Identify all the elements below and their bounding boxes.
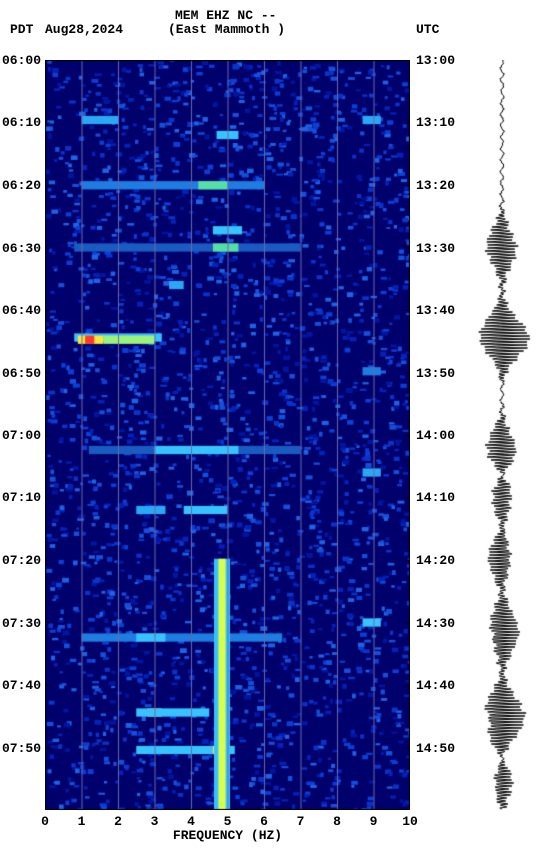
seismogram-canvas [468,60,536,810]
xtick: 9 [370,814,378,829]
tz-left-label: PDT [10,22,33,37]
ytick-left: 07:40 [1,678,41,693]
xtick: 10 [402,814,418,829]
ytick-right: 13:40 [416,303,455,318]
ytick-right: 14:30 [416,616,455,631]
ytick-left: 07:30 [1,616,41,631]
ytick-left: 07:00 [1,428,41,443]
ytick-right: 13:20 [416,178,455,193]
ytick-left: 06:50 [1,366,41,381]
ytick-left: 07:10 [1,490,41,505]
ytick-right: 13:10 [416,115,455,130]
ytick-right: 13:30 [416,241,455,256]
xtick: 6 [260,814,268,829]
x-axis-label: FREQUENCY (HZ) [173,828,282,843]
ytick-left: 06:10 [1,115,41,130]
station-label: MEM EHZ NC -- [175,8,276,23]
ytick-right: 14:40 [416,678,455,693]
ytick-right: 13:50 [416,366,455,381]
xtick: 0 [41,814,49,829]
ytick-left: 07:50 [1,741,41,756]
xtick: 8 [333,814,341,829]
ytick-left: 06:20 [1,178,41,193]
xtick: 5 [224,814,232,829]
site-label: (East Mammoth ) [168,22,285,37]
xtick: 7 [297,814,305,829]
ytick-left: 06:30 [1,241,41,256]
ytick-right: 14:00 [416,428,455,443]
xtick: 3 [151,814,159,829]
spectrogram-canvas [45,60,410,810]
ytick-right: 14:10 [416,490,455,505]
xtick: 2 [114,814,122,829]
ytick-right: 14:50 [416,741,455,756]
ytick-left: 06:00 [1,53,41,68]
xtick: 4 [187,814,195,829]
ytick-right: 14:20 [416,553,455,568]
ytick-left: 06:40 [1,303,41,318]
ytick-left: 07:20 [1,553,41,568]
tz-right-label: UTC [416,22,439,37]
date-label: Aug28,2024 [45,22,123,37]
figure-stage: PDT Aug28,2024 MEM EHZ NC -- (East Mammo… [0,0,552,864]
xtick: 1 [78,814,86,829]
ytick-right: 13:00 [416,53,455,68]
